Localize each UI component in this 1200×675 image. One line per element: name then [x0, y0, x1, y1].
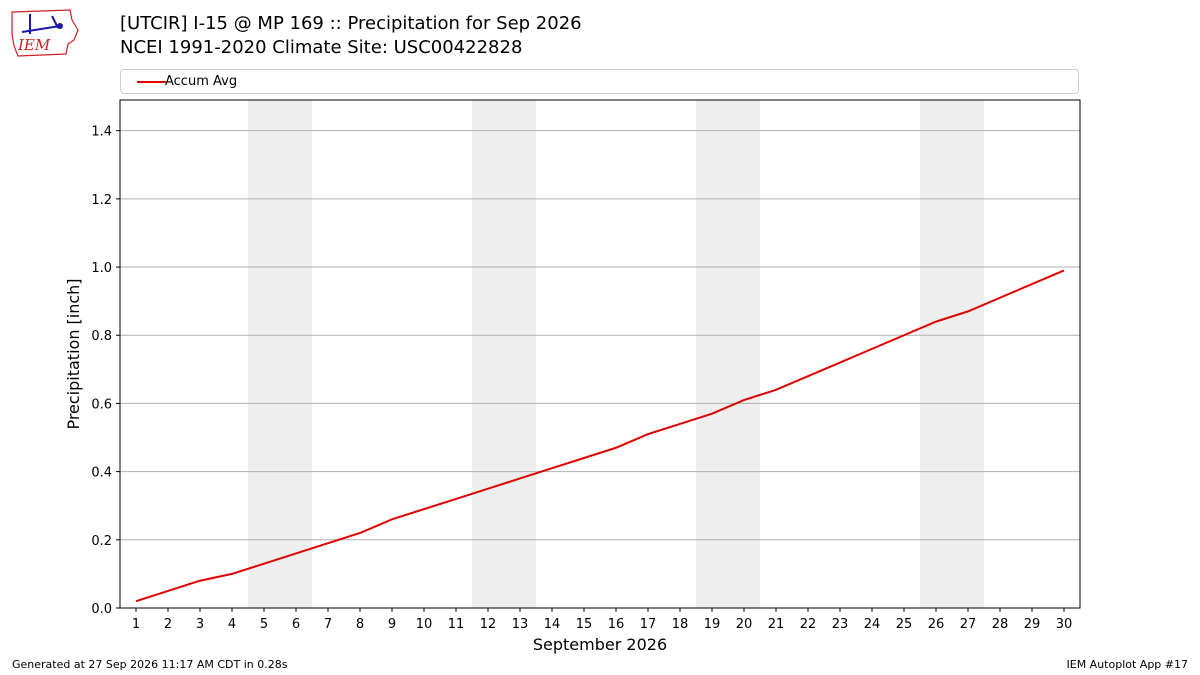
x-tick-label: 16 — [608, 617, 625, 632]
weekend-shade — [920, 100, 984, 608]
x-tick-label: 1 — [132, 617, 140, 632]
x-tick-label: 9 — [388, 617, 396, 632]
chart-title: [UTCIR] I-15 @ MP 169 :: Precipitation f… — [120, 13, 582, 34]
y-tick-label: 0.8 — [91, 329, 112, 344]
x-tick-label: 17 — [640, 617, 657, 632]
iowa-outline — [11, 9, 79, 57]
x-tick-label: 24 — [864, 617, 881, 632]
x-tick-label: 2 — [164, 617, 172, 632]
legend-swatch-accum-avg — [137, 81, 166, 83]
app-label: IEM Autoplot App #17 — [1066, 658, 1189, 671]
x-tick-label: 19 — [704, 617, 721, 632]
plot-frame — [119, 99, 1081, 609]
x-tick-label: 20 — [736, 617, 753, 632]
x-axis-label: September 2026 — [533, 635, 667, 654]
y-tick-label: 0.0 — [91, 602, 112, 617]
x-tick-label: 4 — [228, 617, 236, 632]
y-axis-label: Precipitation [inch] — [64, 278, 83, 429]
weekend-shade — [696, 100, 760, 608]
chart-subtitle: NCEI 1991-2020 Climate Site: USC00422828 — [120, 37, 523, 58]
x-tick-label: 10 — [416, 617, 433, 632]
legend-label-accum-avg: Accum Avg — [165, 74, 238, 89]
y-tick-label: 1.2 — [91, 193, 112, 208]
y-tick-label: 0.4 — [91, 466, 112, 481]
x-tick-label: 14 — [544, 617, 561, 632]
legend: Accum Avg — [120, 69, 1079, 94]
x-tick-label: 26 — [928, 617, 945, 632]
x-tick-label: 18 — [672, 617, 689, 632]
x-tick-label: 15 — [576, 617, 593, 632]
x-tick-label: 13 — [512, 617, 529, 632]
x-tick-label: 6 — [292, 617, 300, 632]
x-tick-label: 11 — [448, 617, 465, 632]
generated-timestamp: Generated at 27 Sep 2026 11:17 AM CDT in… — [12, 658, 288, 671]
x-tick-label: 12 — [480, 617, 497, 632]
x-tick-label: 5 — [260, 617, 268, 632]
x-tick-label: 25 — [896, 617, 913, 632]
iem-logo: IEM — [11, 9, 79, 57]
x-tick-label: 7 — [324, 617, 332, 632]
x-tick-label: 21 — [768, 617, 785, 632]
y-tick-label: 1.0 — [91, 261, 112, 276]
x-tick-label: 29 — [1024, 617, 1041, 632]
x-tick-label: 28 — [992, 617, 1009, 632]
weekend-shade — [472, 100, 536, 608]
y-tick-label: 0.6 — [91, 397, 112, 412]
x-tick-label: 8 — [356, 617, 364, 632]
x-tick-label: 22 — [800, 617, 817, 632]
x-tick-label: 3 — [196, 617, 204, 632]
weekend-shade — [248, 100, 312, 608]
x-tick-label: 30 — [1056, 617, 1073, 632]
x-tick-label: 23 — [832, 617, 849, 632]
logo-text: IEM — [17, 36, 51, 54]
series-line-accum-avg — [135, 269, 1065, 603]
x-tick-label: 27 — [960, 617, 977, 632]
y-tick-label: 1.4 — [91, 125, 112, 140]
y-tick-label: 0.2 — [91, 534, 112, 549]
